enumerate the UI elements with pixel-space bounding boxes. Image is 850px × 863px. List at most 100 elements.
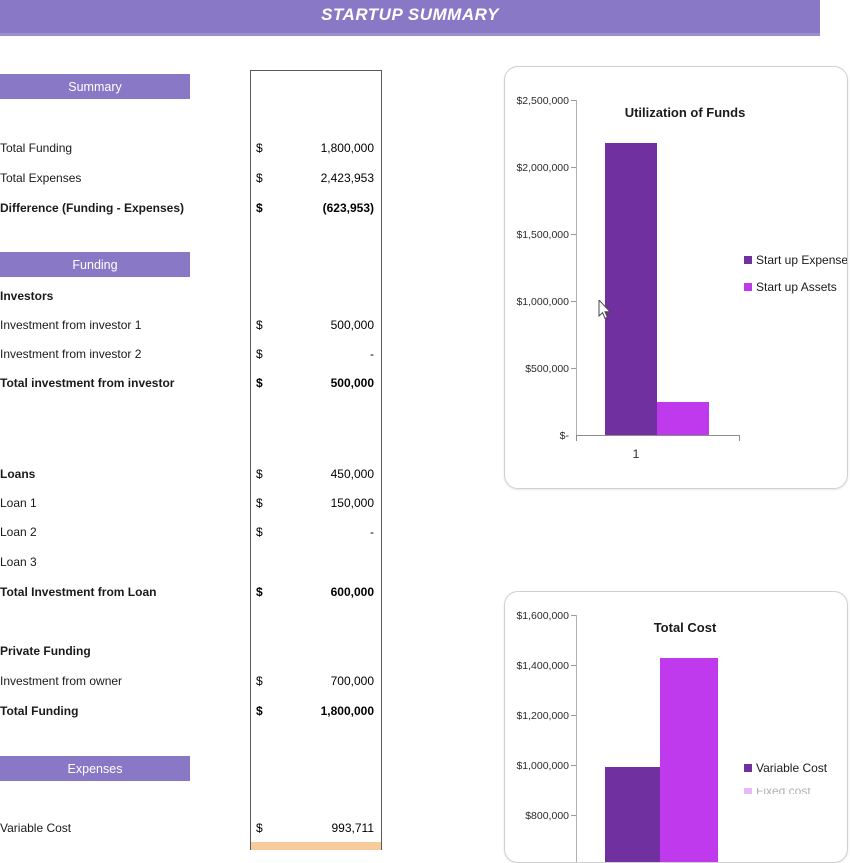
xtick-label-1: 1 — [632, 447, 640, 461]
ytick-1000000-tc: $1,000,000 — [516, 760, 569, 772]
legend-label-variable-cost: Variable Cost — [756, 761, 828, 775]
currency-symbol: $ — [256, 821, 263, 835]
row-label-loan-1: Loan 1 — [0, 496, 37, 510]
tickmark-1600000 — [571, 615, 576, 616]
x-axis-start-tick — [576, 435, 577, 441]
currency-symbol: $ — [256, 674, 263, 688]
legend-label-fixed-cost: Fixed cost — [756, 788, 811, 794]
currency-symbol: $ — [256, 704, 263, 718]
section-header-funding: Funding — [0, 252, 190, 277]
bar-start-up-assets[interactable] — [657, 402, 709, 435]
section-header-expenses: Expenses — [0, 756, 190, 781]
chart-title-total-cost: Total Cost — [653, 620, 717, 635]
row-label-investor-1: Investment from investor 1 — [0, 318, 142, 332]
chart-card-total-cost[interactable]: Total Cost $1,600,000 $1,400,000 $1,200,… — [504, 591, 848, 863]
row-label-loan-2: Loan 2 — [0, 525, 37, 539]
currency-symbol: $ — [256, 467, 263, 481]
currency-symbol: $ — [256, 496, 263, 510]
tickmark-2500000 — [571, 100, 576, 101]
ytick-1500000: $1,500,000 — [516, 229, 569, 241]
ytick-0: $- — [559, 430, 569, 442]
currency-symbol: $ — [256, 585, 263, 599]
mouse-cursor-icon — [598, 298, 612, 320]
plot-area-total-cost — [576, 615, 740, 862]
currency-symbol: $ — [256, 347, 263, 361]
row-value-difference[interactable]: $ (623,953) — [250, 201, 382, 218]
amount: 993,711 — [331, 821, 375, 835]
row-value-investor-2[interactable]: $ - — [250, 347, 382, 364]
legend-item-start-up-assets[interactable]: Start up Assets — [744, 280, 847, 294]
legend-swatch-icon-fixed-cost — [744, 788, 752, 794]
chart-card-utilization-of-funds[interactable]: Utilization of Funds $2,500,000 $2,000,0… — [504, 66, 848, 489]
row-value-loan-3[interactable]: $ - — [250, 525, 382, 542]
row-label-investor-2: Investment from investor 2 — [0, 347, 142, 361]
chart-legend-utilization: Start up Expenses Start up Assets — [744, 253, 848, 307]
amount: 1,800,000 — [320, 704, 374, 718]
amount: 150,000 — [330, 496, 374, 510]
currency-symbol: $ — [256, 201, 263, 215]
amount: 1,800,000 — [320, 141, 374, 155]
ytick-2500000: $2,500,000 — [516, 95, 569, 107]
chart-title-utilization: Utilization of Funds — [624, 105, 746, 120]
tickmark-1400000 — [571, 665, 576, 666]
ytick-1400000: $1,400,000 — [516, 660, 569, 672]
section-header-expenses-label: Expenses — [67, 761, 123, 776]
ytick-1600000: $1,600,000 — [516, 610, 569, 622]
currency-symbol: $ — [256, 376, 263, 390]
page-title: STARTUP SUMMARY — [321, 5, 499, 24]
amount: 500,000 — [330, 318, 374, 332]
amount: 500,000 — [330, 376, 374, 390]
x-axis-end-tick — [739, 435, 740, 441]
row-label-private-funding: Private Funding — [0, 644, 91, 658]
section-header-funding-label: Funding — [72, 257, 118, 272]
tickmark-2000000 — [571, 167, 576, 168]
amount: 600,000 — [330, 585, 374, 599]
bar-start-up-expenses[interactable] — [605, 143, 657, 435]
row-value-investment-from-owner[interactable]: $700,000 — [250, 674, 382, 691]
row-value-loan-2[interactable]: $150,000 — [250, 496, 382, 513]
row-value-total-expenses[interactable]: $2,423,953 — [250, 171, 382, 188]
row-label-investment-from-owner: Investment from owner — [0, 674, 123, 688]
amount: 700,000 — [330, 674, 374, 688]
row-label-total-investment: Total investment from investor — [0, 376, 175, 390]
tickmark-500000 — [571, 368, 576, 369]
row-label-total-loan: Total Investment from Loan — [0, 585, 157, 599]
bar-fixed-cost[interactable] — [660, 658, 718, 862]
row-value-total-loan[interactable]: $600,000 — [250, 585, 382, 602]
row-label-total-funding-2: Total Funding — [0, 704, 79, 718]
legend-swatch-icon-expenses — [744, 256, 752, 264]
ytick-800000: $800,000 — [525, 810, 569, 822]
legend-item-variable-cost[interactable]: Variable Cost — [744, 761, 827, 775]
currency-symbol: $ — [256, 318, 263, 332]
tickmark-800000 — [571, 815, 576, 816]
bar-variable-cost[interactable] — [605, 767, 660, 862]
amount: - — [370, 347, 374, 361]
row-label-investors: Investors — [0, 289, 54, 303]
legend-item-start-up-expenses[interactable]: Start up Expenses — [744, 253, 848, 267]
legend-item-fixed-cost[interactable]: Fixed cost — [744, 788, 827, 794]
row-value-total-funding[interactable]: $1,800,000 — [250, 141, 382, 158]
row-value-loan-1[interactable]: $450,000 — [250, 467, 382, 484]
x-axis-line — [576, 435, 740, 436]
row-value-total-investment[interactable]: $500,000 — [250, 376, 382, 393]
amount: 2,423,953 — [320, 171, 374, 185]
ytick-1000000: $1,000,000 — [516, 296, 569, 308]
ytick-2000000: $2,000,000 — [516, 162, 569, 174]
legend-swatch-icon-assets — [744, 283, 752, 291]
tickmark-1200000 — [571, 715, 576, 716]
tickmark-1000000 — [571, 301, 576, 302]
row-value-total-funding-2[interactable]: $1,800,000 — [250, 704, 382, 721]
row-label-total-expenses: Total Expenses — [0, 171, 82, 185]
tickmark-1000000-tc — [571, 765, 576, 766]
amount: - — [370, 525, 374, 539]
section-header-summary: Summary — [0, 74, 190, 99]
value-cell-highlight-strip — [250, 842, 382, 850]
row-label-loans: Loans — [0, 467, 36, 481]
tickmark-1500000 — [571, 234, 576, 235]
currency-symbol: $ — [256, 171, 263, 185]
row-value-investor-1[interactable]: $500,000 — [250, 318, 382, 335]
chart-legend-total-cost: Variable Cost Fixed cost — [744, 761, 827, 807]
ytick-500000: $500,000 — [525, 363, 569, 375]
row-value-variable-cost[interactable]: $993,711 — [250, 821, 382, 850]
legend-label-start-up-expenses: Start up Expenses — [756, 253, 848, 267]
